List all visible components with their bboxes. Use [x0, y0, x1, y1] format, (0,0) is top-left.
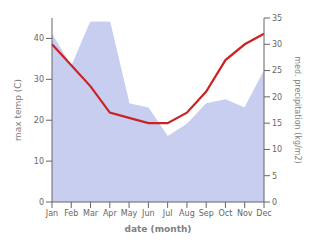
svg-text:10: 10 — [272, 145, 282, 154]
svg-text:40: 40 — [34, 34, 44, 43]
svg-text:Nov: Nov — [237, 209, 253, 218]
svg-text:20: 20 — [34, 116, 44, 125]
svg-text:Jul: Jul — [162, 209, 173, 218]
svg-text:Oct: Oct — [219, 209, 233, 218]
svg-text:25: 25 — [272, 66, 282, 75]
svg-text:Sep: Sep — [199, 209, 214, 218]
svg-text:35: 35 — [272, 14, 282, 23]
svg-text:10: 10 — [34, 157, 44, 166]
svg-text:Jan: Jan — [45, 209, 58, 218]
svg-text:May: May — [121, 209, 138, 218]
svg-text:15: 15 — [272, 119, 282, 128]
svg-text:30: 30 — [272, 40, 282, 49]
svg-text:Mar: Mar — [83, 209, 99, 218]
svg-text:Aug: Aug — [179, 209, 195, 218]
svg-text:30: 30 — [34, 75, 44, 84]
svg-text:Dec: Dec — [256, 209, 271, 218]
svg-text:0: 0 — [272, 198, 277, 207]
svg-text:max temp (C): max temp (C) — [13, 79, 23, 141]
svg-text:20: 20 — [272, 93, 282, 102]
svg-text:Feb: Feb — [64, 209, 78, 218]
svg-text:Jun: Jun — [141, 209, 155, 218]
svg-text:5: 5 — [272, 172, 277, 181]
svg-text:med. precipitation (kg/m2): med. precipitation (kg/m2) — [293, 56, 302, 163]
svg-text:date (month): date (month) — [125, 224, 192, 234]
svg-text:0: 0 — [39, 198, 44, 207]
svg-text:Apr: Apr — [103, 209, 118, 218]
